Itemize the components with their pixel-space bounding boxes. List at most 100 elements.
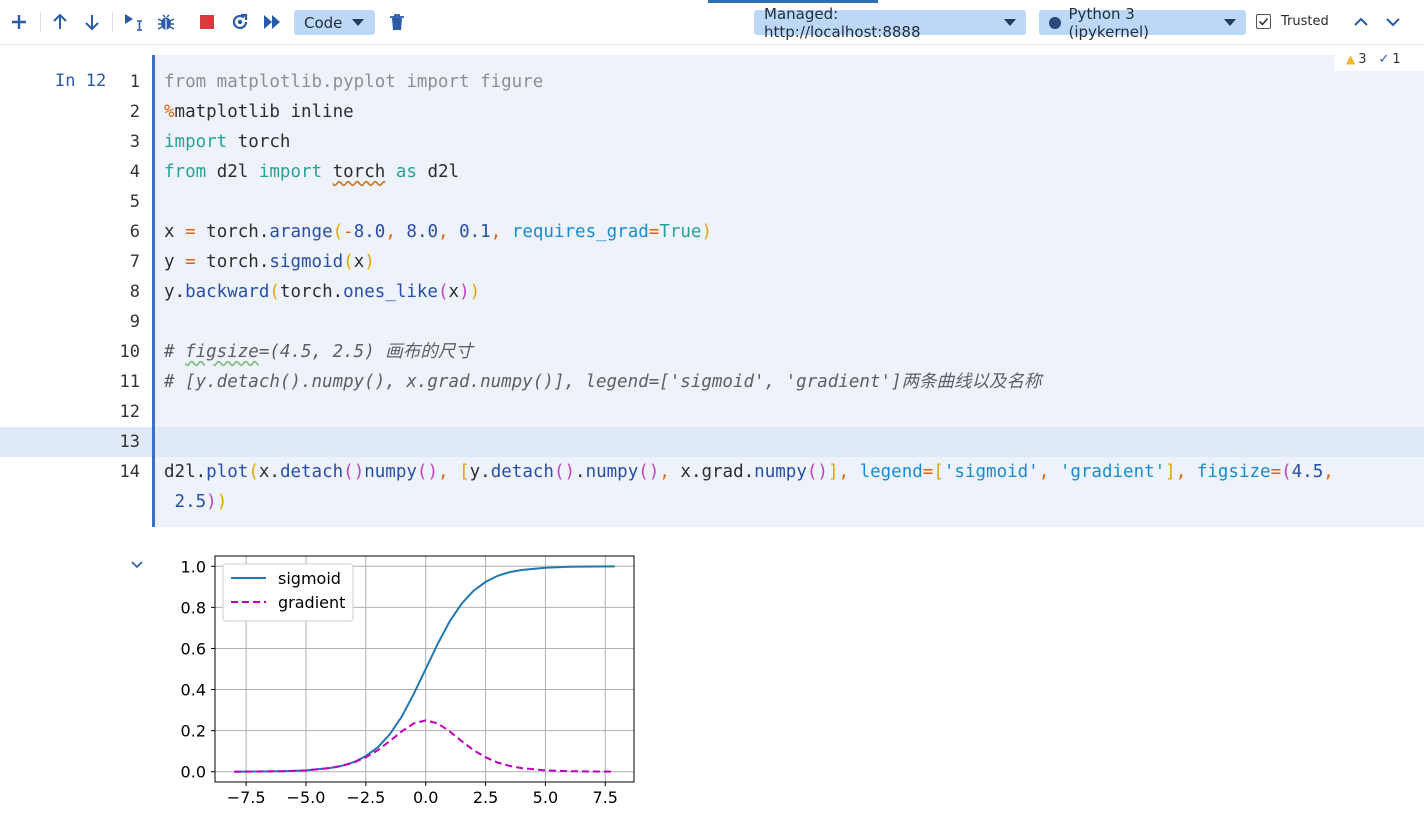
plot-frame	[214, 555, 635, 783]
code-token: plot	[206, 462, 249, 482]
code-token: ,	[385, 222, 396, 242]
trusted-label: Trusted	[1281, 14, 1329, 29]
code-token: ,	[659, 462, 670, 482]
debug-icon[interactable]	[153, 9, 179, 35]
trusted-checkbox[interactable]	[1256, 14, 1271, 29]
code-token: x	[353, 252, 365, 272]
warning-icon: ▲	[1346, 52, 1356, 66]
line-number: 12	[119, 402, 140, 422]
x-tick-label: 2.5	[473, 788, 498, 807]
cell-prompt: In 12	[55, 71, 107, 91]
caret-down-icon	[352, 19, 365, 26]
toolbar-separator	[112, 12, 113, 32]
code-token: ,	[838, 462, 850, 482]
server-dropdown[interactable]: Managed: http://localhost:8888	[754, 5, 1026, 41]
line-number: 9	[129, 312, 140, 332]
code-token	[322, 162, 333, 182]
x-tick-label: 0.0	[413, 788, 438, 807]
code-token: 'sigmoid'	[943, 462, 1039, 482]
code-line-3: import torch	[164, 127, 1419, 157]
code-token: d2l	[206, 162, 259, 182]
y-tick-label: 0.6	[181, 639, 206, 658]
code-token: =	[648, 222, 660, 242]
code-token: True	[659, 222, 702, 242]
output-chart: −7.5 −5.0 −2.5 0.0 2.5 5.0 7.5 0.0 0.2 0.4 0.6 0.8 1…	[181, 555, 635, 807]
code-token: (	[437, 282, 449, 302]
active-cell-indicator	[152, 55, 155, 527]
code-token	[396, 222, 407, 242]
kernel-status-icon	[1049, 16, 1061, 29]
cell-type-label: Code	[304, 13, 343, 32]
y-tick-label: 1.0	[181, 557, 206, 576]
code-token: )	[469, 282, 481, 302]
cell-status: ▲ 3 ✓ 1	[1334, 47, 1424, 71]
code-token: =	[1270, 462, 1282, 482]
x-tick-label: 5.0	[533, 788, 558, 807]
code-token: 8.0	[406, 222, 439, 242]
code-token: ,	[1175, 462, 1187, 482]
code-token: =	[185, 252, 196, 272]
code-token: ]	[827, 462, 839, 482]
restart-icon[interactable]	[227, 9, 253, 35]
line-number: 11	[119, 372, 140, 392]
code-line-1: from matplotlib.pyplot import figure	[164, 67, 1419, 97]
code-token: # [y.detach().numpy(), x.grad.numpy()], …	[164, 372, 1042, 392]
chevron-down-icon[interactable]	[1380, 9, 1406, 35]
caret-down-icon	[1004, 19, 1016, 26]
cell-type-dropdown[interactable]: Code	[294, 10, 375, 35]
code-token: numpy	[364, 462, 417, 482]
code-token: figsize	[185, 342, 259, 362]
line-number: 13	[119, 432, 140, 452]
caret-down-icon	[1224, 19, 1236, 26]
code-editor[interactable]: from matplotlib.pyplot import figure %ma…	[164, 67, 1419, 517]
toolbar-separator	[40, 12, 41, 32]
code-token: numpy	[754, 462, 807, 482]
arrow-down-icon[interactable]	[79, 9, 105, 35]
code-token: ()	[806, 462, 828, 482]
code-token: ,	[1038, 462, 1050, 482]
code-token: (	[332, 222, 344, 242]
legend-label-sigmoid: sigmoid	[278, 569, 341, 588]
code-line-5	[164, 187, 1419, 217]
kernel-dropdown[interactable]: Python 3 (ipykernel)	[1039, 5, 1246, 41]
delete-icon[interactable]	[384, 9, 410, 35]
x-tick-label: −7.5	[227, 788, 266, 807]
x-tick-label: −5.0	[287, 788, 326, 807]
code-token: ()	[416, 462, 438, 482]
code-token: ]	[1165, 462, 1176, 482]
line-number: 5	[129, 192, 140, 212]
plus-icon[interactable]	[6, 9, 32, 35]
code-token: x.grad.	[669, 462, 755, 482]
code-token: torch.	[195, 252, 270, 272]
code-token: 2.5	[174, 492, 207, 512]
stop-icon[interactable]	[194, 9, 220, 35]
run-by-line-icon[interactable]	[121, 9, 147, 35]
collapse-output-icon[interactable]	[130, 555, 144, 574]
line-number-gutter: 1 2 3 4 5 6 7 8 9 10 11 12 13 14	[100, 67, 140, 487]
code-token: ,	[1323, 462, 1334, 482]
chevron-up-icon[interactable]	[1348, 9, 1374, 35]
code-token	[849, 462, 860, 482]
code-token: (	[1281, 462, 1292, 482]
code-token	[164, 492, 175, 512]
check-icon: ✓	[1378, 51, 1390, 67]
code-token	[449, 222, 460, 242]
warning-count: 3	[1358, 51, 1367, 67]
code-token: =	[922, 462, 934, 482]
series-line-gradient	[234, 719, 615, 773]
run-all-icon[interactable]	[259, 9, 285, 35]
current-line-highlight	[0, 427, 1424, 457]
code-token: )	[364, 252, 375, 272]
arrow-up-icon[interactable]	[47, 9, 73, 35]
code-token	[385, 162, 396, 182]
code-token: x	[164, 222, 186, 242]
code-token: detach	[279, 462, 344, 482]
x-tick-label: 7.5	[593, 788, 618, 807]
code-token: #	[164, 342, 186, 362]
code-token: )	[216, 492, 228, 512]
line-number: 7	[129, 252, 140, 272]
code-token: %	[164, 102, 175, 122]
code-line-10: # figsize=(4.5, 2.5) 画布的尺寸	[164, 337, 1419, 367]
code-token: (	[343, 252, 354, 272]
y-tick-label: 0.0	[181, 763, 206, 782]
